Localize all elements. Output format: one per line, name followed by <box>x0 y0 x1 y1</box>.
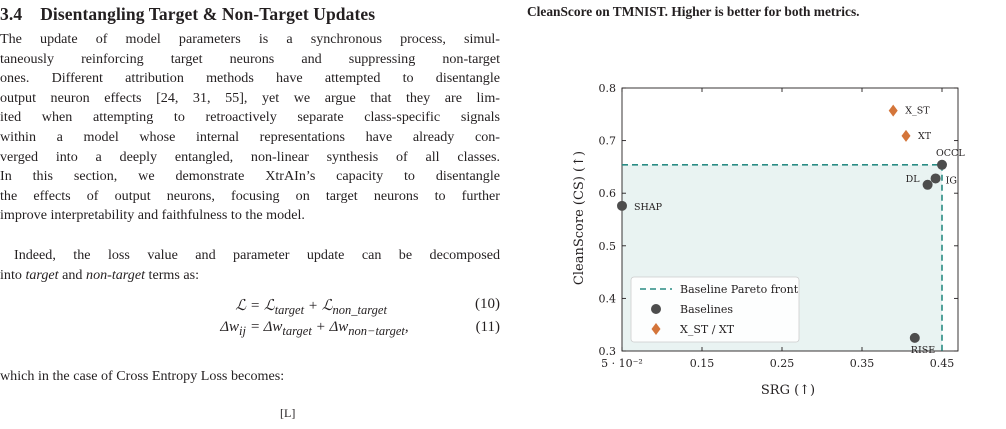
text-fragment: terms as: <box>145 266 200 283</box>
eq-sub: non−target <box>348 324 405 338</box>
equation-rhs: = ℒtarget + ℒnon_target <box>250 296 387 318</box>
data-point <box>930 173 941 184</box>
text-line: the effects of output neurons, focusing … <box>0 187 500 204</box>
equation-11: Δwij = Δwtarget + Δwnon−target, (11) <box>0 319 500 341</box>
legend-swatch <box>651 323 661 335</box>
eq-sub: target <box>282 324 312 338</box>
x-tick-label: 0.45 <box>930 357 955 370</box>
x-tick-label: 0.35 <box>850 357 875 370</box>
equation-lhs: ℒ <box>235 298 246 314</box>
legend-label: Baselines <box>680 303 733 316</box>
y-tick-label: 0.7 <box>599 135 617 148</box>
plot-frame <box>621 87 959 352</box>
y-tick-label: 0.8 <box>599 82 617 95</box>
text-line: verged into a deeply entangled, non-line… <box>0 148 500 165</box>
text-line: within a model whose internal representa… <box>0 128 500 145</box>
paragraph-1: The update of model parameters is a sync… <box>0 30 500 226</box>
legend-label: X_ST / XT <box>680 323 735 336</box>
text-line: In this section, we demonstrate XtrAIn’s… <box>0 168 500 185</box>
text-fragment: and <box>58 266 87 283</box>
data-label: RISE <box>911 345 935 356</box>
eq-part: + Δw <box>311 319 349 335</box>
y-axis-label: CleanScore (CS) (↑) <box>572 151 587 285</box>
text-line: ited when attempting to retroactively se… <box>0 109 500 126</box>
section-heading: 3.4 Disentangling Target & Non-Target Upd… <box>0 4 375 25</box>
equation-10: ℒ = ℒtarget + ℒnon_target (10) <box>0 296 500 318</box>
equation-number: (11) <box>475 319 500 335</box>
eq-part: Δw <box>220 319 240 335</box>
term-non-target: non-target <box>86 266 145 283</box>
data-point <box>888 104 898 117</box>
figure-caption: CleanScore on TMNIST. Higher is better f… <box>527 4 860 19</box>
eq-sub: target <box>274 303 305 317</box>
text-line: output neuron effects [24, 31, 55], yet … <box>0 89 500 106</box>
eq-sub: ij <box>239 324 246 338</box>
eq-part: , <box>404 319 409 335</box>
equation-placeholder: [L] <box>280 406 296 420</box>
x-tick-label: 5 · 10⁻² <box>601 357 643 370</box>
y-tick-label: 0.4 <box>599 292 617 305</box>
equation-lhs: Δwij <box>220 319 246 339</box>
eq-part: + ℒ <box>304 298 333 314</box>
legend-swatch <box>651 304 661 314</box>
data-label: IG <box>946 175 957 186</box>
data-point <box>922 179 933 190</box>
x-tick-label: 0.25 <box>770 357 795 370</box>
data-label: SHAP <box>634 202 663 213</box>
data-label: XT <box>918 131 932 142</box>
data-label: OCCL <box>936 148 965 159</box>
text-line: into target and non-target terms as: <box>0 266 500 286</box>
eq-part: = Δw <box>250 319 283 335</box>
text-line: ones. Different attribution methods have… <box>0 70 500 87</box>
section-number: 3.4 <box>0 4 23 24</box>
y-tick-label: 0.3 <box>599 345 617 358</box>
eq-sub: non_target <box>332 303 387 317</box>
text-fragment: into <box>0 266 26 283</box>
equation-number: (10) <box>475 296 500 312</box>
equation-rhs: = Δwtarget + Δwnon−target, <box>250 319 409 339</box>
data-point <box>909 332 920 343</box>
text-line: taneously reinforcing target neurons and… <box>0 50 500 67</box>
data-point <box>901 129 911 142</box>
paragraph-2: Indeed, the loss value and parameter upd… <box>0 246 500 285</box>
data-point <box>617 200 627 211</box>
data-label: X_ST <box>905 106 930 117</box>
term-target: target <box>25 266 59 283</box>
eq-part: = ℒ <box>250 298 275 314</box>
text-line: Indeed, the loss value and parameter upd… <box>14 247 500 263</box>
text-line: improve interpretability and faithfulnes… <box>0 207 305 224</box>
x-tick-label: 0.15 <box>690 357 715 370</box>
legend-label: Baseline Pareto front <box>680 283 799 296</box>
data-point <box>937 159 947 170</box>
legend-box <box>630 276 800 343</box>
body-text: which in the case of Cross Entropy Loss … <box>0 368 285 384</box>
y-tick-label: 0.5 <box>599 240 617 253</box>
text-line: The update of model parameters is a sync… <box>0 31 500 47</box>
y-tick-label: 0.6 <box>599 187 617 200</box>
section-title: Disentangling Target & Non-Target Update… <box>40 4 376 24</box>
x-axis-label: SRG (↑) <box>761 383 815 398</box>
data-label: DL <box>906 174 921 185</box>
